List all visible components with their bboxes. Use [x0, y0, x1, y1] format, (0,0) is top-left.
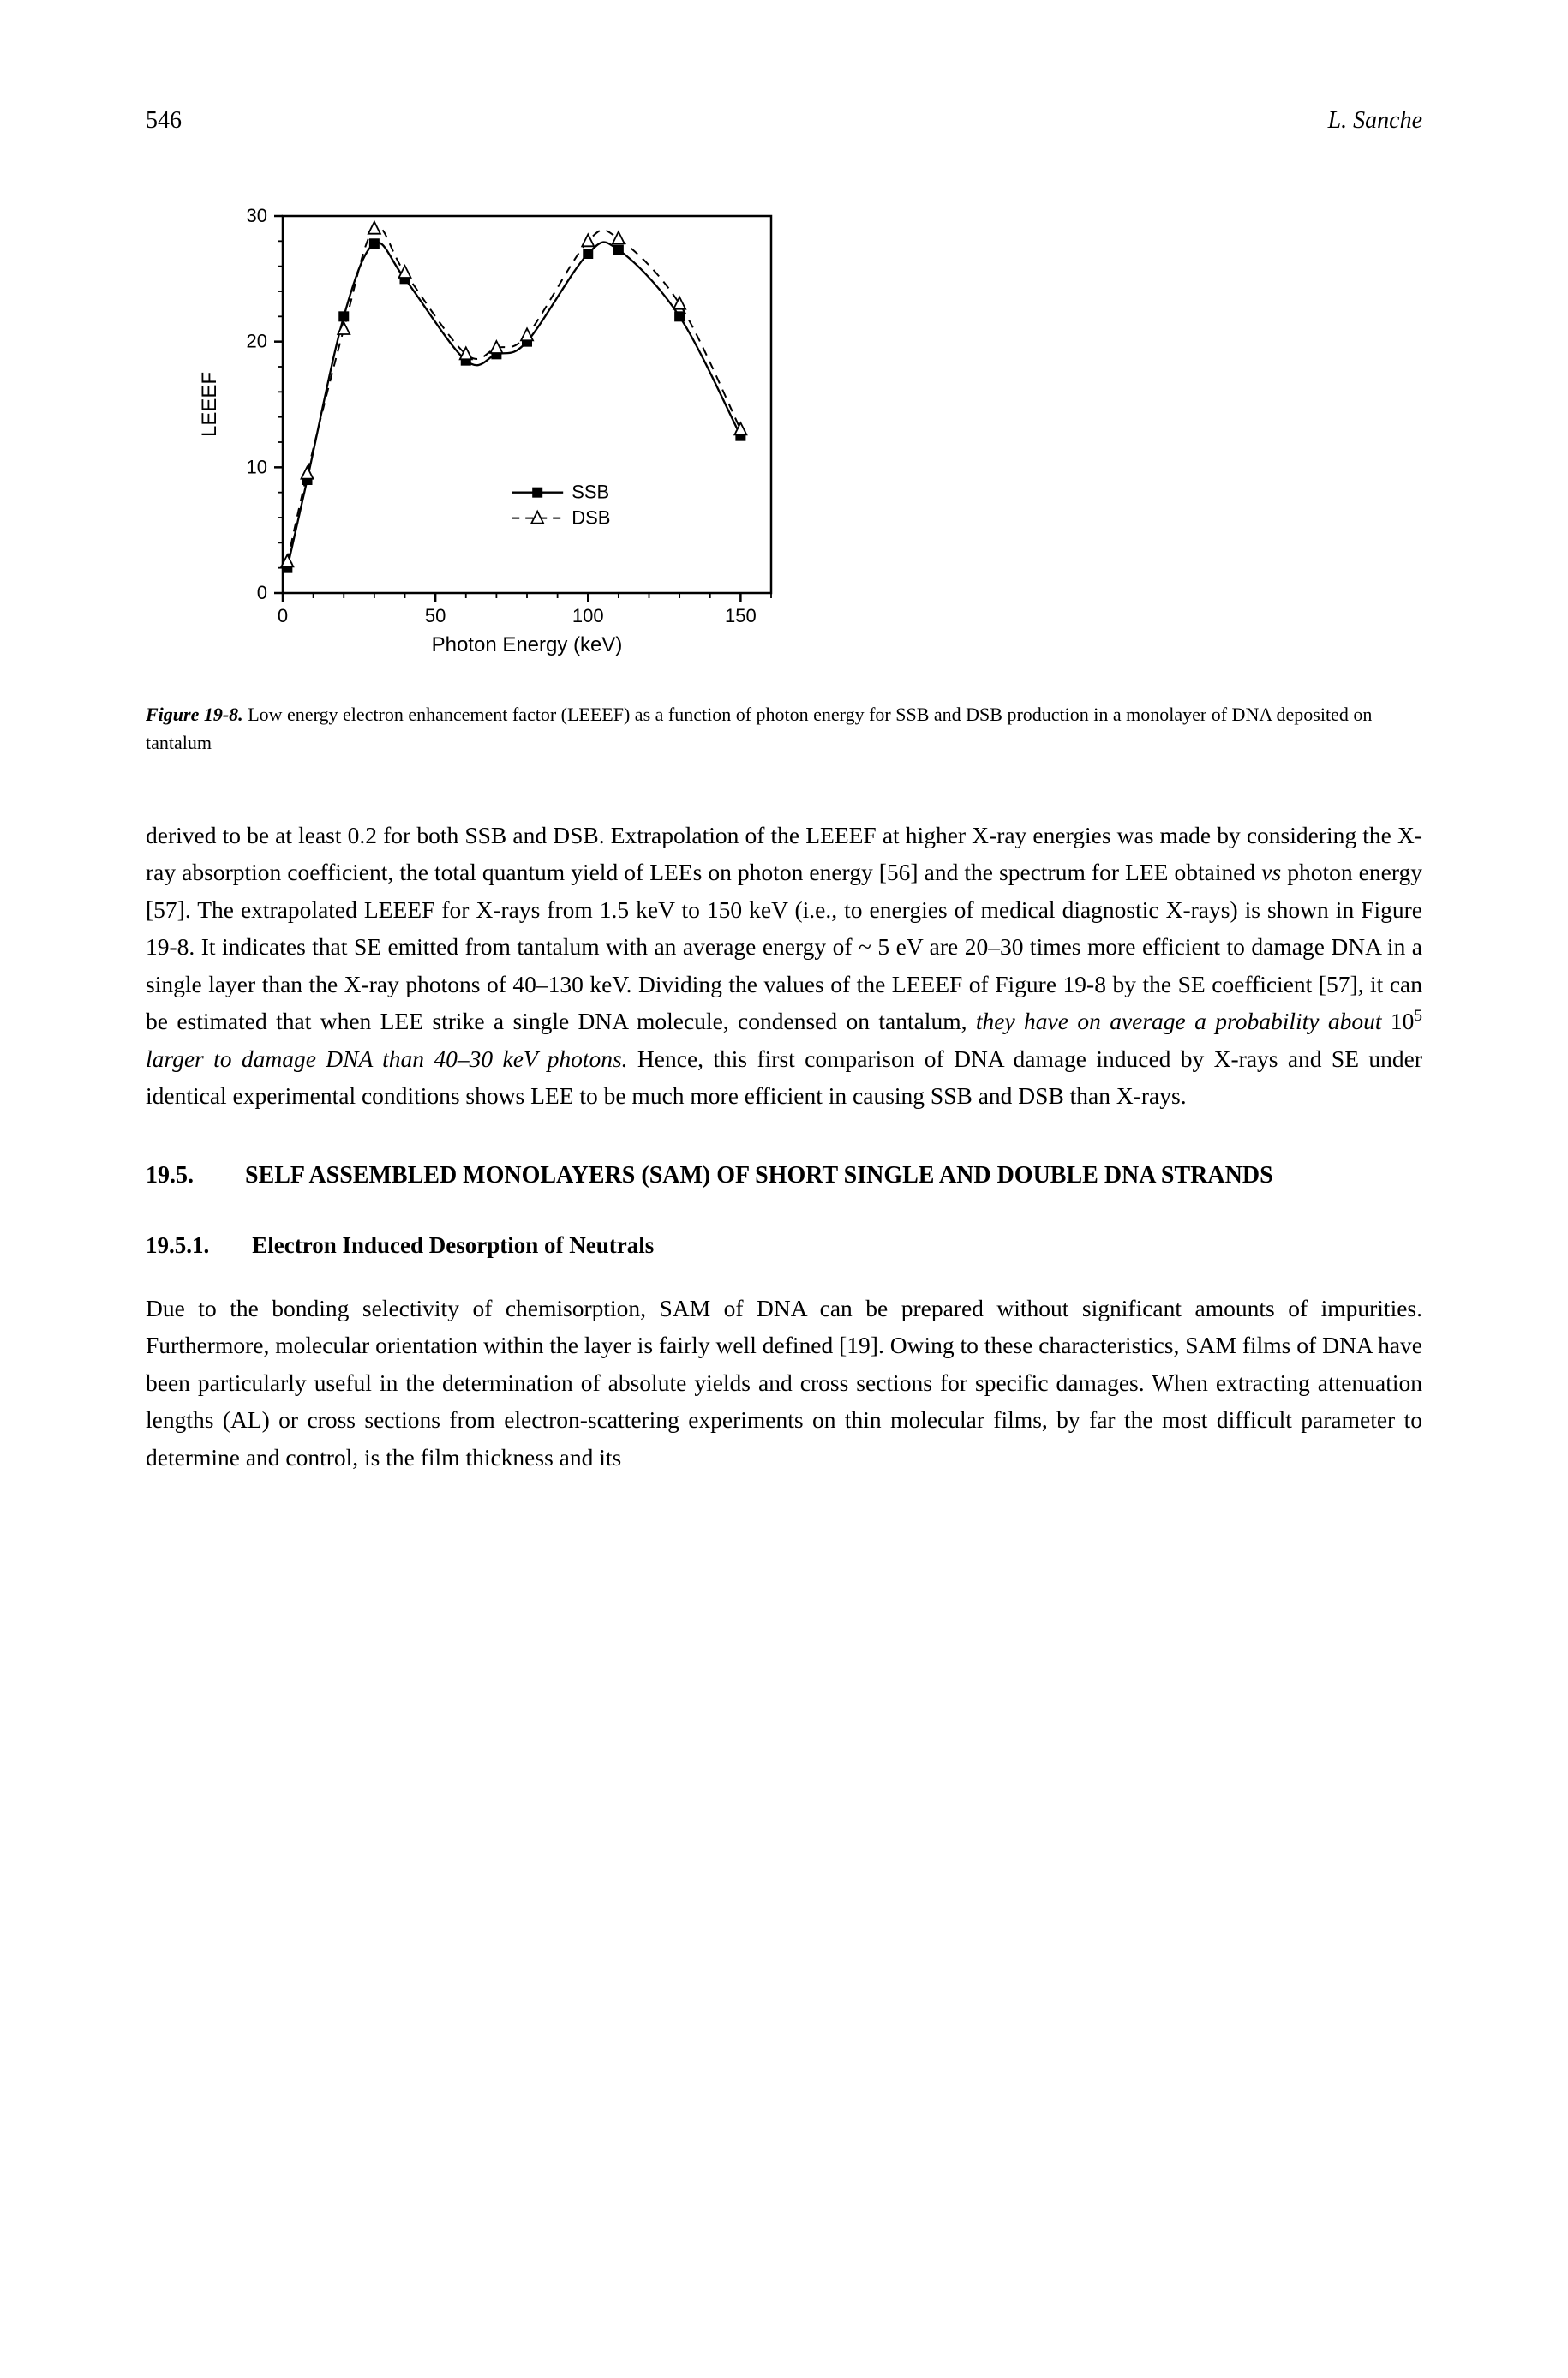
svg-text:150: 150 — [725, 605, 757, 626]
body-paragraph-2: Due to the bonding selectivity of chemis… — [146, 1290, 1422, 1476]
author-name: L. Sanche — [1328, 103, 1422, 139]
body-paragraph-1: derived to be at least 0.2 for both SSB … — [146, 817, 1422, 1115]
svg-text:SSB: SSB — [572, 482, 609, 503]
svg-text:50: 50 — [425, 605, 446, 626]
section-heading: 19.5. SELF ASSEMBLED MONOLAYERS (SAM) OF… — [146, 1158, 1422, 1194]
figure-label: Figure 19-8. — [146, 704, 243, 725]
subsection-title: Electron Induced Desorption of Neutrals — [252, 1228, 654, 1263]
subsection-number: 19.5.1. — [146, 1228, 209, 1263]
svg-text:100: 100 — [572, 605, 604, 626]
svg-text:LEEEF: LEEEF — [198, 372, 221, 437]
header-row: 546 L. Sanche — [146, 103, 1422, 139]
svg-text:0: 0 — [257, 582, 267, 603]
chart-svg: 0 50 100 150 0 10 20 30 Photon Energy (keV) LEEEF… — [171, 190, 805, 670]
svg-text:30: 30 — [247, 205, 267, 226]
svg-text:20: 20 — [247, 331, 267, 352]
section-title: SELF ASSEMBLED MONOLAYERS (SAM) OF SHORT… — [245, 1158, 1273, 1194]
figure-caption-text: Low energy electron enhancement factor (… — [146, 704, 1372, 753]
subsection-heading: 19.5.1. Electron Induced Desorption of N… — [146, 1228, 1422, 1263]
figure-container: 0 50 100 150 0 10 20 30 Photon Energy (keV) LEEEF… — [146, 190, 1422, 670]
section-number: 19.5. — [146, 1158, 194, 1194]
svg-text:DSB: DSB — [572, 507, 610, 529]
page-number: 546 — [146, 103, 182, 139]
svg-text:0: 0 — [278, 605, 288, 626]
svg-text:10: 10 — [247, 456, 267, 477]
svg-text:Photon Energy (keV): Photon Energy (keV) — [432, 633, 623, 656]
figure-caption: Figure 19-8. Low energy electron enhance… — [146, 700, 1422, 757]
